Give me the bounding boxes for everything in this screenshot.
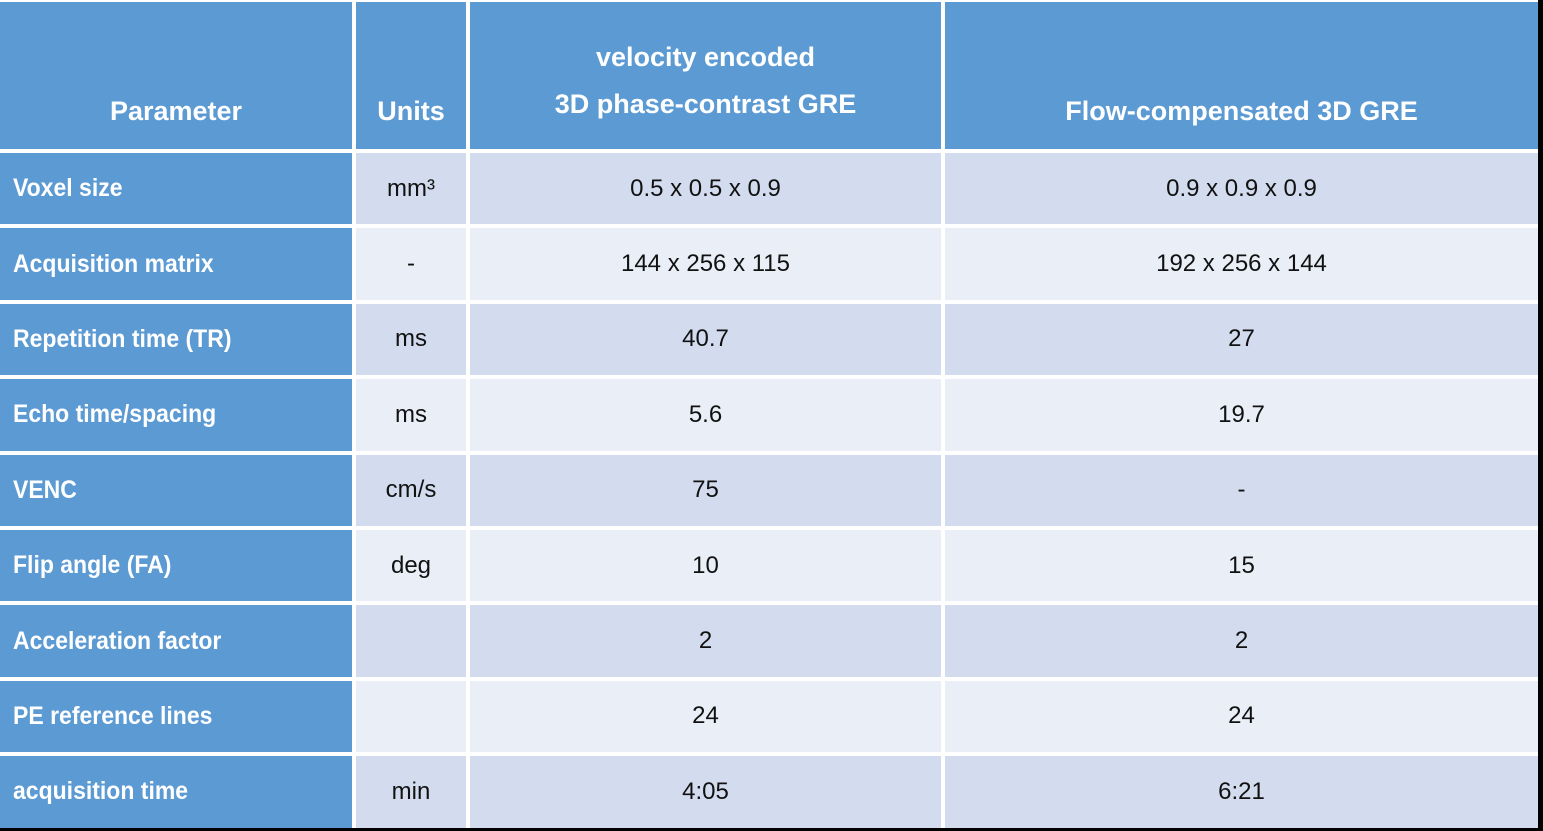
units-cell: mm³	[356, 153, 466, 225]
row-label: Echo time/spacing	[13, 400, 217, 429]
velocity-encoded-pc-gre-value-cell: 5.6	[470, 379, 941, 451]
flow-compensated-gre-value-cell: 15	[945, 529, 1538, 602]
row-label-cell: PE reference lines	[0, 680, 352, 753]
column-header-parameter: Parameter	[0, 2, 352, 149]
units-cell: -	[356, 228, 466, 300]
units-cell: ms	[356, 303, 466, 376]
flow-compensated-gre-value-cell: -	[945, 454, 1538, 526]
column-header-flow-compensated-3d-gre: Flow-compensated 3D GRE	[945, 2, 1538, 149]
velocity-encoded-pc-gre-value-cell: 4:05	[470, 756, 941, 828]
row-label-cell: Echo time/spacing	[0, 379, 352, 451]
velocity-encoded-pc-gre-value-cell: 75	[470, 454, 941, 526]
row-label: Voxel size	[13, 174, 123, 203]
flow-compensated-gre-value-cell: 27	[945, 303, 1538, 376]
row-label: Flip angle (FA)	[13, 551, 172, 580]
flow-compensated-gre-value-cell: 6:21	[945, 756, 1538, 828]
row-label: Acquisition matrix	[13, 249, 214, 278]
units-cell	[356, 680, 466, 753]
velocity-encoded-pc-gre-value-cell: 2	[470, 605, 941, 677]
column-header-line2: 3D phase-contrast GRE	[554, 88, 857, 119]
row-label-cell: Repetition time (TR)	[0, 303, 352, 376]
velocity-encoded-pc-gre-value-cell: 40.7	[470, 303, 941, 376]
flow-compensated-gre-value-cell: 19.7	[945, 379, 1538, 451]
row-label-cell: acquisition time	[0, 756, 352, 828]
column-header-velocity-encoded-3d-pc-gre: velocity encoded 3D phase-contrast GRE	[470, 2, 941, 149]
row-label: PE reference lines	[13, 701, 213, 730]
velocity-encoded-pc-gre-value-cell: 24	[470, 680, 941, 753]
row-label-cell: Acceleration factor	[0, 605, 352, 677]
velocity-encoded-pc-gre-value-cell: 144 x 256 x 115	[470, 228, 941, 300]
units-cell: cm/s	[356, 454, 466, 526]
row-label: acquisition time	[13, 777, 189, 806]
units-cell: min	[356, 756, 466, 828]
flow-compensated-gre-value-cell: 24	[945, 680, 1538, 753]
units-cell: deg	[356, 529, 466, 602]
flow-compensated-gre-value-cell: 0.9 x 0.9 x 0.9	[945, 153, 1538, 225]
column-header-units: Units	[356, 2, 466, 149]
velocity-encoded-pc-gre-value-cell: 0.5 x 0.5 x 0.9	[470, 153, 941, 225]
column-header-line1: velocity encoded	[595, 41, 816, 72]
flow-compensated-gre-value-cell: 2	[945, 605, 1538, 677]
units-cell: ms	[356, 379, 466, 451]
row-label-cell: VENC	[0, 454, 352, 526]
units-cell	[356, 605, 466, 677]
row-label: VENC	[13, 475, 77, 504]
row-label: Acceleration factor	[13, 626, 222, 655]
row-label-cell: Acquisition matrix	[0, 228, 352, 300]
row-label-cell: Flip angle (FA)	[0, 529, 352, 602]
velocity-encoded-pc-gre-value-cell: 10	[470, 529, 941, 602]
row-label: Repetition time (TR)	[13, 324, 232, 353]
row-label-cell: Voxel size	[0, 153, 352, 225]
flow-compensated-gre-value-cell: 192 x 256 x 144	[945, 228, 1538, 300]
